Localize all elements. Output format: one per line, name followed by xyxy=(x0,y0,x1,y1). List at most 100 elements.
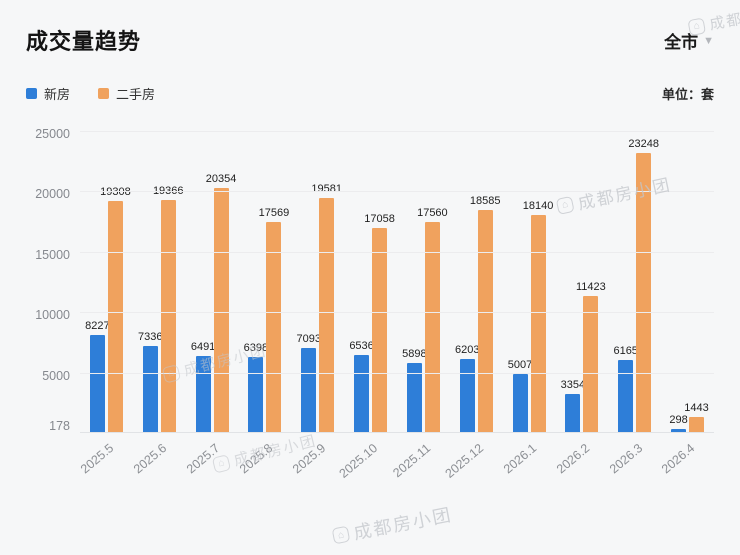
bar-group: 6491 20354 xyxy=(186,133,239,432)
x-axis-label: 2025.7 xyxy=(183,441,223,477)
bar-二手房[interactable] xyxy=(636,153,652,432)
house-logo-icon: ⌂ xyxy=(331,525,351,545)
y-axis-label: 5000 xyxy=(42,368,70,383)
x-axis-label: 2025.5 xyxy=(78,441,117,477)
bar-value-label: 20354 xyxy=(205,173,237,186)
bar-group: 5898 17560 xyxy=(397,133,450,432)
bar-value-label: 17058 xyxy=(364,213,395,225)
bar-新房[interactable] xyxy=(195,355,211,432)
brand-watermark: ⌂ 成都房小团 xyxy=(331,501,455,550)
bar-group: 3354 11423 xyxy=(555,133,608,432)
bar-value-label: 5898 xyxy=(402,347,427,360)
bar-value-label: 7336 xyxy=(138,330,163,343)
bar-value-label: 298 xyxy=(669,414,688,426)
y-axis-label: 25000 xyxy=(35,127,70,141)
bar-value-label: 18140 xyxy=(522,199,554,212)
bar-二手房[interactable] xyxy=(583,296,599,432)
bar-二手房[interactable] xyxy=(213,188,229,432)
bar-group: 6165 23248 xyxy=(608,133,661,432)
x-axis-label: 2025.11 xyxy=(390,441,434,481)
bar-新房[interactable] xyxy=(89,334,105,432)
y-axis-label: 20000 xyxy=(35,187,70,202)
bar-二手房[interactable] xyxy=(266,221,282,432)
chart-header: 成交量趋势 全市 ▼ xyxy=(26,24,714,56)
bar-group: 6536 17058 xyxy=(344,133,397,432)
bar-二手房[interactable] xyxy=(530,214,546,432)
legend-label: 二手房 xyxy=(116,87,156,102)
x-axis-label: 2026.2 xyxy=(553,441,592,477)
x-axis-label: 2026.1 xyxy=(500,441,540,477)
bar-group: 8227 19308 xyxy=(80,133,133,432)
y-axis: 25000 20000 15000 10000 5000 178 xyxy=(26,127,80,433)
bar-value-label: 17560 xyxy=(417,206,448,219)
bar-二手房[interactable] xyxy=(160,200,176,432)
bar-value-label: 23248 xyxy=(628,138,659,151)
gridline xyxy=(80,131,714,132)
y-axis-label: 15000 xyxy=(35,247,70,262)
bar-二手房[interactable] xyxy=(689,416,705,432)
x-axis-label: 2025.10 xyxy=(337,441,381,481)
y-axis-label: 178 xyxy=(49,419,70,433)
bar-新房[interactable] xyxy=(618,359,634,432)
x-axis-label: 2025.6 xyxy=(131,441,170,477)
bar-value-label: 6536 xyxy=(349,340,374,353)
bar-value-label: 7093 xyxy=(296,333,321,346)
bar-value-label: 6398 xyxy=(243,341,269,354)
y-axis-label: 10000 xyxy=(35,308,70,323)
bar-value-label: 11423 xyxy=(575,281,606,294)
bar-新房[interactable] xyxy=(248,356,264,432)
legend-swatch-new-homes xyxy=(26,88,37,99)
bar-二手房[interactable] xyxy=(107,200,123,432)
bar-group: 5007 18140 xyxy=(503,133,556,432)
bar-新房[interactable] xyxy=(142,345,158,432)
legend-label: 新房 xyxy=(44,87,71,102)
x-axis: 2025.5 2025.6 2025.7 2025.8 2025.9 2025.10 202… xyxy=(26,433,714,491)
bar-group: 7093 19581 xyxy=(291,133,344,432)
x-axis-label: 2026.4 xyxy=(659,441,698,477)
bar-chart: 25000 20000 15000 10000 5000 178 8227 19308 733… xyxy=(26,127,714,433)
legend-row: 新房 二手房 单位：套 xyxy=(26,84,714,103)
x-axis-label: 2026.3 xyxy=(606,441,645,477)
watermark-text: 成都房小团 xyxy=(352,504,454,544)
bar-value-label: 3354 xyxy=(560,378,586,391)
bar-value-label: 6491 xyxy=(190,340,216,353)
gridline xyxy=(80,312,714,314)
bar-新房[interactable] xyxy=(354,355,370,432)
page-title: 成交量趋势 xyxy=(26,29,142,54)
bar-value-label: 19581 xyxy=(311,182,343,195)
region-selector-label: 全市 xyxy=(664,32,699,52)
bar-group: 298 1443 xyxy=(661,133,714,432)
bar-value-label: 6203 xyxy=(454,344,480,357)
x-axis-label: 2025.8 xyxy=(236,441,275,477)
bar-value-label: 17569 xyxy=(258,206,290,219)
bar-新房[interactable] xyxy=(301,348,317,432)
plot-area: 8227 19308 7336 19366 6491 20354 6398 17569 7093… xyxy=(80,131,714,433)
bar-value-label: 5007 xyxy=(507,358,533,371)
bar-新房[interactable] xyxy=(406,362,422,432)
legend-item-new-homes[interactable]: 新房 xyxy=(26,84,70,103)
bar-二手房[interactable] xyxy=(372,228,388,432)
bar-新房[interactable] xyxy=(671,429,687,432)
legend-swatch-resale-homes xyxy=(98,88,110,99)
chevron-down-icon: ▼ xyxy=(703,35,714,47)
bar-新房[interactable] xyxy=(459,359,475,432)
bar-group: 7336 19366 xyxy=(133,133,186,432)
bar-value-label: 8227 xyxy=(85,319,110,332)
bar-新房[interactable] xyxy=(565,393,581,432)
unit-label: 单位：套 xyxy=(661,87,714,102)
gridline xyxy=(80,251,714,253)
bar-value-label: 18585 xyxy=(469,194,501,207)
bar-group: 6203 18585 xyxy=(450,133,503,432)
bar-二手房[interactable] xyxy=(424,221,440,432)
bar-value-label: 1443 xyxy=(684,401,709,414)
x-axis-label: 2025.12 xyxy=(442,441,487,481)
gridline xyxy=(80,191,714,193)
bar-二手房[interactable] xyxy=(319,197,335,432)
bar-新房[interactable] xyxy=(512,373,528,432)
bar-value-label: 19366 xyxy=(152,185,184,198)
region-selector[interactable]: 全市 ▼ xyxy=(664,28,714,53)
bar-value-label: 6165 xyxy=(613,344,638,357)
bar-二手房[interactable] xyxy=(477,209,493,432)
legend-item-resale-homes[interactable]: 二手房 xyxy=(98,84,155,103)
x-axis-label: 2025.9 xyxy=(289,441,328,477)
